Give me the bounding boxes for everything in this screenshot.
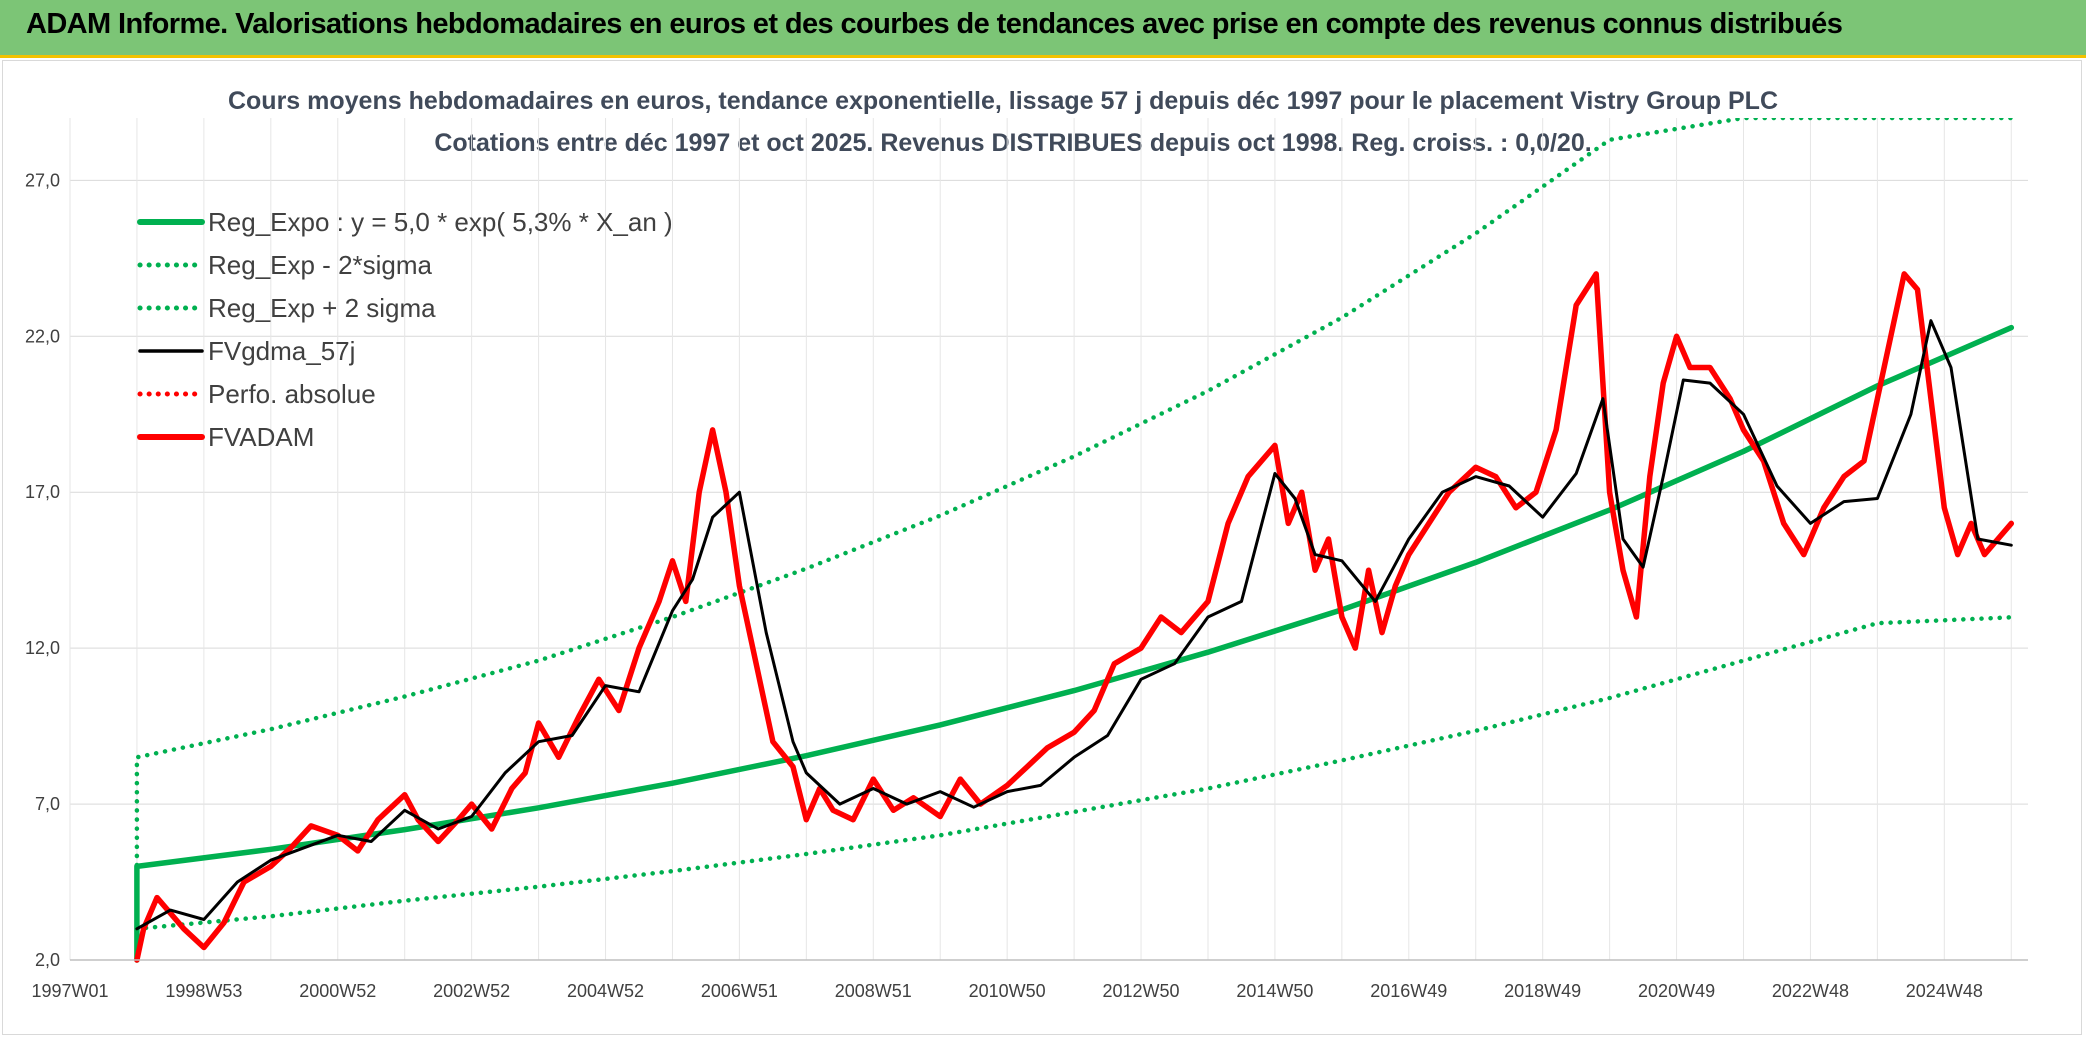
x-tick-label: 2020W49 bbox=[1638, 981, 1715, 1001]
series-line bbox=[134, 271, 2015, 963]
x-tick-label: 2000W52 bbox=[299, 981, 376, 1001]
x-tick-label: 2004W52 bbox=[567, 981, 644, 1001]
chart-frame bbox=[2, 60, 2082, 1035]
x-tick-label: 2002W52 bbox=[433, 981, 510, 1001]
x-tick-label: 2006W51 bbox=[701, 981, 778, 1001]
series-line bbox=[134, 324, 2015, 963]
y-tick-label: 7,0 bbox=[35, 794, 60, 814]
legend-label: Reg_Expo : y = 5,0 * exp( 5,3% * X_an ) bbox=[208, 207, 673, 237]
report-banner: ADAM Informe. Valorisations hebdomadaire… bbox=[0, 0, 2086, 58]
series-line bbox=[134, 615, 2014, 932]
x-tick-label: 2018W49 bbox=[1504, 981, 1581, 1001]
report-title: ADAM Informe. Valorisations hebdomadaire… bbox=[26, 8, 1843, 40]
series-line bbox=[135, 319, 2013, 931]
y-tick-label: 27,0 bbox=[25, 170, 60, 190]
x-tick-label: 2022W48 bbox=[1772, 981, 1849, 1001]
x-tick-label: 2008W51 bbox=[835, 981, 912, 1001]
y-tick-label: 22,0 bbox=[25, 326, 60, 346]
x-tick-label: 2012W50 bbox=[1103, 981, 1180, 1001]
chart-title: Cours moyens hebdomadaires en euros, ten… bbox=[227, 87, 1779, 115]
series-line bbox=[134, 118, 2014, 932]
y-tick-label: 2,0 bbox=[35, 950, 60, 970]
x-tick-label: 1997W01 bbox=[31, 981, 108, 1001]
x-tick-label: 2016W49 bbox=[1370, 981, 1447, 1001]
x-tick-label: 2024W48 bbox=[1906, 981, 1983, 1001]
x-tick-label: 2010W50 bbox=[969, 981, 1046, 1001]
legend-label: FVADAM bbox=[208, 422, 314, 452]
y-tick-label: 17,0 bbox=[25, 482, 60, 502]
y-tick-label: 12,0 bbox=[25, 638, 60, 658]
legend-label: Reg_Exp - 2*sigma bbox=[208, 250, 433, 280]
legend-label: Perfo. absolue bbox=[208, 379, 376, 409]
x-tick-label: 2014W50 bbox=[1236, 981, 1313, 1001]
legend-label: Reg_Exp + 2 sigma bbox=[208, 293, 436, 323]
chart-subtitle: Cotations entre déc 1997 et oct 2025. Re… bbox=[434, 129, 1592, 157]
x-tick-label: 1998W53 bbox=[165, 981, 242, 1001]
legend-label: FVgdma_57j bbox=[208, 336, 355, 366]
